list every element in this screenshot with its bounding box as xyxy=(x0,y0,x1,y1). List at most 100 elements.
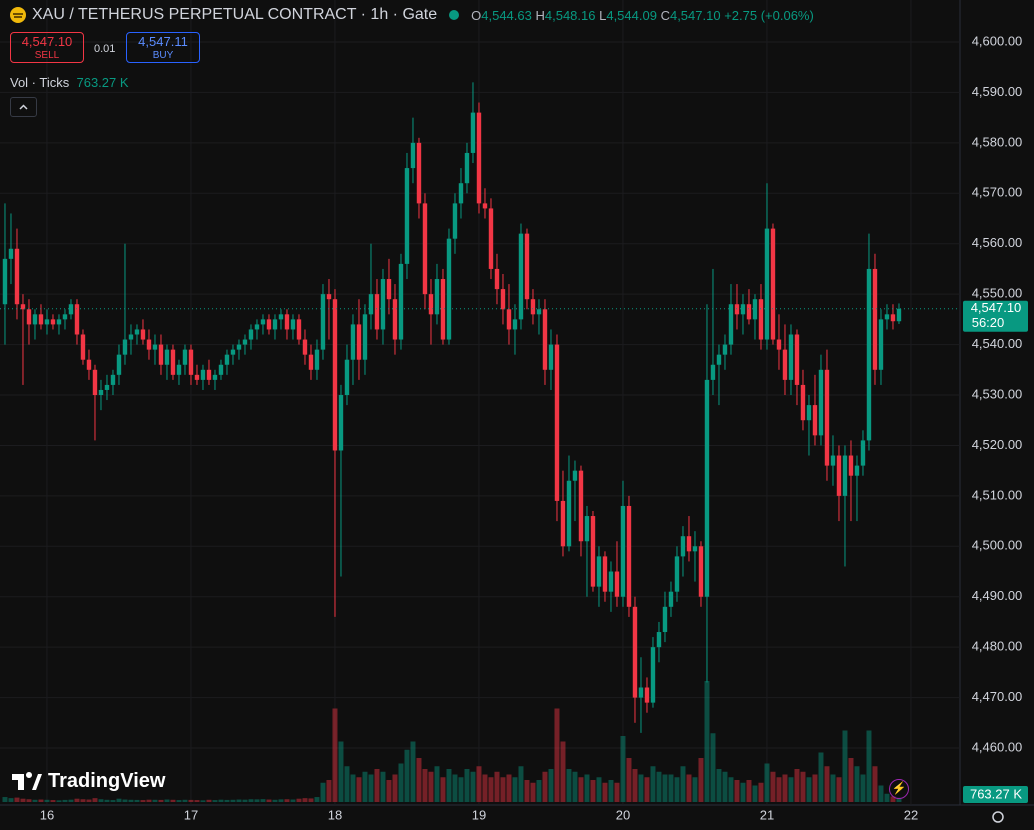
status-dot xyxy=(449,10,460,20)
candle-body xyxy=(338,395,344,451)
candle-body xyxy=(620,505,626,597)
volume-bar xyxy=(572,771,578,802)
volume-bar xyxy=(62,799,68,802)
buy-button[interactable]: 4,547.11 BUY xyxy=(126,32,200,63)
candle-body xyxy=(698,546,704,597)
logo: TradingView xyxy=(12,770,165,793)
volume-bar xyxy=(434,766,440,802)
volume-bar xyxy=(152,799,158,802)
volume-bar xyxy=(560,741,566,802)
volume-bar xyxy=(350,774,356,802)
volume-bar xyxy=(134,799,140,802)
candle-body xyxy=(2,258,8,305)
volume-bar xyxy=(542,771,548,802)
volume-bar xyxy=(368,774,374,802)
candle-body xyxy=(758,299,764,340)
candle-body xyxy=(572,470,578,481)
volume-bar xyxy=(392,774,398,802)
volume-bar xyxy=(848,758,854,802)
candle-body xyxy=(422,203,428,295)
candle-body xyxy=(812,405,818,436)
y-tick-label: 4,540.00 xyxy=(972,336,1023,351)
candle-body xyxy=(710,364,716,380)
candle-body xyxy=(116,354,122,375)
candle-body xyxy=(602,556,608,592)
volume-value: 763.27 K xyxy=(76,75,129,90)
sell-button[interactable]: 4,547.10 SELL xyxy=(10,32,84,63)
candle-body xyxy=(542,309,548,370)
volume-bar xyxy=(494,771,500,802)
volume-bar xyxy=(608,780,614,802)
x-tick-label: 20 xyxy=(616,807,630,822)
y-tick-label: 4,490.00 xyxy=(972,588,1023,603)
volume-bar xyxy=(308,798,314,802)
candle-body xyxy=(110,374,116,385)
candle-body xyxy=(182,349,188,365)
candle-body xyxy=(248,329,254,340)
candle-body xyxy=(104,384,110,390)
volume-bar xyxy=(284,799,290,802)
volume-bar xyxy=(146,799,152,802)
volume-bar xyxy=(788,777,794,802)
candle-body xyxy=(770,228,776,340)
volume-bar xyxy=(302,798,308,802)
buy-price: 4,547.11 xyxy=(138,34,188,49)
candle-body xyxy=(284,314,290,330)
y-tick-label: 4,570.00 xyxy=(972,185,1023,200)
volume-bar xyxy=(374,769,380,802)
candle-body xyxy=(32,314,38,325)
y-tick-label: 4,600.00 xyxy=(972,33,1023,48)
volume-bar xyxy=(356,777,362,802)
candle-body xyxy=(260,319,266,325)
volume-tag-text: 763.27 K xyxy=(970,786,1022,801)
candle-body xyxy=(896,308,902,322)
x-tick-label: 19 xyxy=(472,807,486,822)
volume-bar xyxy=(806,777,812,802)
candle-body xyxy=(296,319,302,340)
volume-bar xyxy=(2,797,8,802)
candle-body xyxy=(368,294,374,315)
candle-body xyxy=(518,233,524,320)
candle-body xyxy=(536,309,542,315)
volume-bar xyxy=(428,771,434,802)
volume-bar xyxy=(386,780,392,802)
volume-bar xyxy=(686,774,692,802)
candle-body xyxy=(488,208,494,269)
candle-body xyxy=(830,455,836,466)
volume-bar xyxy=(740,782,746,802)
candle-body xyxy=(68,304,74,315)
candle-body xyxy=(692,546,698,552)
volume-bar xyxy=(512,777,518,802)
label: L xyxy=(599,7,607,23)
volume-bar xyxy=(140,800,146,802)
volume-bar xyxy=(668,774,674,802)
volume-bar xyxy=(758,782,764,802)
volume-bar xyxy=(446,769,452,802)
volume-bar xyxy=(80,799,86,802)
volume-bar xyxy=(728,777,734,802)
candle-body xyxy=(434,279,440,315)
candle-body xyxy=(824,369,830,466)
volume-bar xyxy=(452,774,458,802)
volume-bar xyxy=(716,769,722,802)
price-tag-text: 4,547.10 xyxy=(971,300,1022,315)
candle-body xyxy=(14,248,20,305)
candle-body xyxy=(878,319,884,370)
candle-body xyxy=(644,687,650,703)
candle-body xyxy=(362,314,368,360)
candle-body xyxy=(776,339,782,350)
lightning-button[interactable]: ⚡ xyxy=(889,779,909,799)
candle-body xyxy=(734,304,740,315)
value: 4,544.63 xyxy=(481,7,532,23)
volume-bar xyxy=(320,782,326,802)
candle-body xyxy=(740,304,746,315)
volume-bar xyxy=(890,796,896,802)
candle-body xyxy=(236,344,242,350)
volume-bar xyxy=(566,769,572,802)
volume-bar xyxy=(56,800,62,802)
collapse-button[interactable] xyxy=(10,97,37,117)
volume-bar xyxy=(440,777,446,802)
candle-body xyxy=(890,314,896,322)
volume-legend: Vol · Ticks 763.27 K xyxy=(10,75,129,90)
candle-body xyxy=(410,142,416,169)
